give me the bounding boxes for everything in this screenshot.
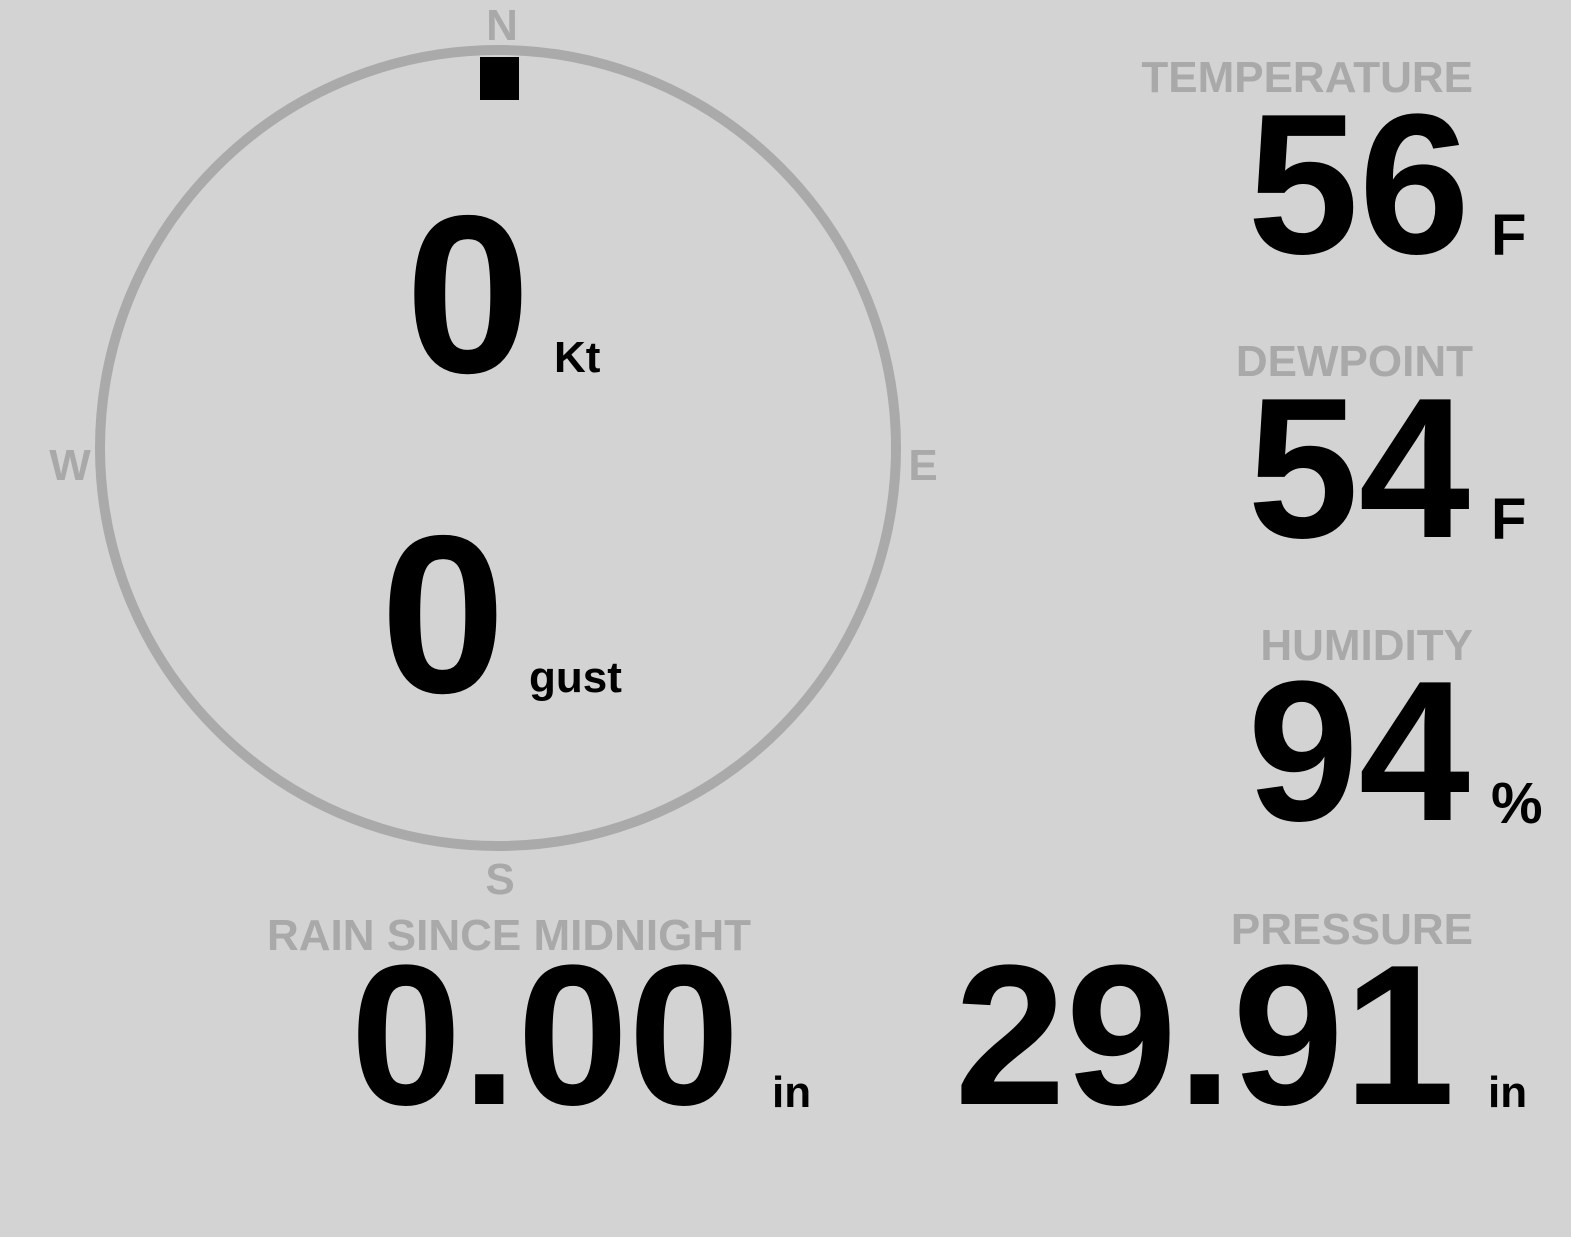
dewpoint-unit: F (1491, 487, 1526, 552)
compass-south: S (485, 855, 514, 904)
rain-unit: in (772, 1068, 811, 1117)
wind-speed-unit: Kt (554, 333, 601, 382)
temperature-unit: F (1491, 203, 1526, 268)
pressure-panel: PRESSURE 29.91 in (955, 905, 1528, 1147)
gust-unit: gust (529, 653, 622, 702)
temperature-value: 56 (1248, 73, 1470, 296)
wind-direction-needle (480, 57, 519, 100)
humidity-value: 94 (1248, 640, 1470, 863)
rain-panel: RAIN SINCE MIDNIGHT 0.00 in (267, 911, 811, 1147)
wind-speed-value: 0 (405, 168, 530, 420)
pressure-value: 29.91 (955, 924, 1456, 1147)
dewpoint-value: 54 (1248, 357, 1470, 580)
rain-label: RAIN SINCE MIDNIGHT (267, 911, 751, 960)
humidity-label: HUMIDITY (1260, 621, 1473, 670)
gust-value: 0 (380, 488, 505, 740)
temperature-panel: TEMPERATURE 56 F (1141, 53, 1526, 296)
compass-north: N (486, 1, 518, 50)
compass-ring (95, 45, 901, 851)
humidity-unit: % (1491, 771, 1543, 836)
pressure-unit: in (1488, 1068, 1527, 1117)
dewpoint-label: DEWPOINT (1236, 337, 1473, 386)
humidity-panel: HUMIDITY 94 % (1248, 621, 1543, 863)
temperature-label: TEMPERATURE (1141, 53, 1473, 102)
wind-compass: N S E W 0 Kt 0 gust (49, 1, 937, 904)
pressure-label: PRESSURE (1231, 905, 1473, 954)
compass-east: E (908, 441, 937, 490)
compass-west: W (49, 441, 91, 490)
dewpoint-panel: DEWPOINT 54 F (1236, 337, 1527, 580)
rain-value: 0.00 (350, 924, 739, 1147)
